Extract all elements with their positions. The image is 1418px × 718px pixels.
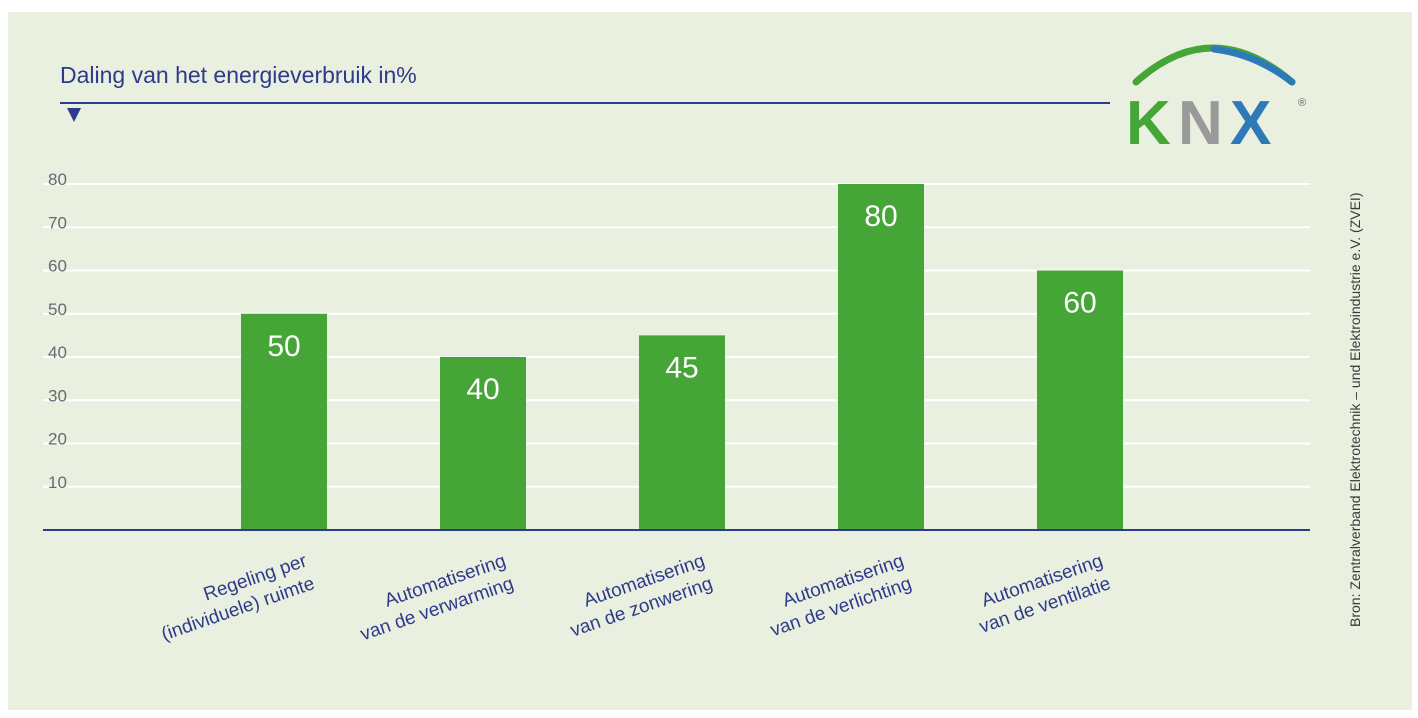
y-tick-labels: 10 20 30 40 50 60 70 80 [48, 170, 67, 492]
title-marker-icon [67, 108, 81, 122]
bar [639, 335, 725, 530]
bars: 50 40 45 80 60 [241, 184, 1123, 530]
knx-arc-right [1210, 45, 1296, 86]
y-tick-label: 60 [48, 257, 67, 276]
bar [440, 357, 526, 530]
y-tick-label: 50 [48, 300, 67, 319]
knx-letter-n: N [1178, 89, 1223, 158]
y-tick-label: 10 [48, 473, 67, 492]
y-tick-label: 20 [48, 430, 67, 449]
category-label: Regeling per(individuele) ruimte [159, 550, 318, 645]
bar [241, 313, 327, 530]
y-tick-label: 30 [48, 386, 67, 405]
bar-value-label: 80 [864, 200, 897, 233]
y-tick-label: 80 [48, 170, 67, 189]
bar-value-label: 50 [267, 330, 300, 363]
knx-registered-mark: ® [1298, 97, 1306, 109]
category-labels: Regeling per(individuele) ruimte Automati… [159, 550, 1114, 646]
y-tick-label: 40 [48, 343, 67, 362]
bar-value-label: 60 [1063, 287, 1096, 320]
bar [838, 184, 924, 530]
y-tick-label: 70 [48, 213, 67, 232]
chart-title: Daling van het energieverbruik in% [60, 62, 417, 88]
bar-value-label: 40 [466, 373, 499, 406]
source-note: Bron: Zentralverband Elektrotechnik – un… [1347, 193, 1363, 627]
chart-card: Daling van het energieverbruik in% 10 20 3… [8, 12, 1412, 710]
knx-letter-x: X [1230, 89, 1271, 158]
chart-svg: Daling van het energieverbruik in% 10 20 3… [43, 44, 1363, 646]
knx-logo: K N X ® [1126, 44, 1306, 158]
bar [1037, 270, 1123, 530]
bar-value-label: 45 [665, 351, 698, 384]
knx-letter-k: K [1126, 89, 1171, 158]
